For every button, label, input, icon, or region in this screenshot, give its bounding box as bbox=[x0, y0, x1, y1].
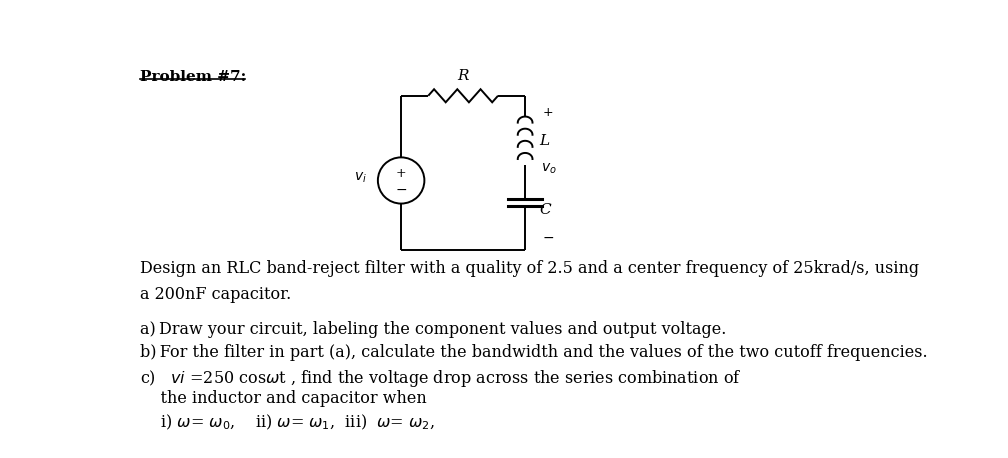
Text: $v_i$: $v_i$ bbox=[355, 171, 367, 185]
Text: a) Draw your circuit, labeling the component values and output voltage.: a) Draw your circuit, labeling the compo… bbox=[140, 322, 727, 338]
Text: R: R bbox=[458, 69, 469, 83]
Text: Problem #7:: Problem #7: bbox=[140, 71, 246, 84]
Text: C: C bbox=[539, 203, 550, 218]
Text: +: + bbox=[542, 106, 552, 119]
Text: −: − bbox=[542, 231, 553, 245]
Text: Design an RLC band-reject filter with a quality of 2.5 and a center frequency of: Design an RLC band-reject filter with a … bbox=[140, 260, 919, 277]
Text: the inductor and capacitor when: the inductor and capacitor when bbox=[140, 390, 426, 407]
Text: L: L bbox=[539, 134, 549, 148]
Text: b) For the filter in part (a), calculate the bandwidth and the values of the two: b) For the filter in part (a), calculate… bbox=[140, 344, 927, 361]
Text: −: − bbox=[395, 183, 407, 196]
Text: c)   $vi$ =250 cos$\omega$t , find the voltage drop across the series combinatio: c) $vi$ =250 cos$\omega$t , find the vol… bbox=[140, 368, 742, 388]
Text: i) $\omega$= $\omega_0$,    ii) $\omega$= $\omega_1$,  iii)  $\omega$= $\omega_2: i) $\omega$= $\omega_0$, ii) $\omega$= $… bbox=[140, 412, 434, 431]
Text: $v_o$: $v_o$ bbox=[540, 162, 556, 176]
Text: a 200nF capacitor.: a 200nF capacitor. bbox=[140, 286, 291, 303]
Text: +: + bbox=[396, 167, 406, 180]
